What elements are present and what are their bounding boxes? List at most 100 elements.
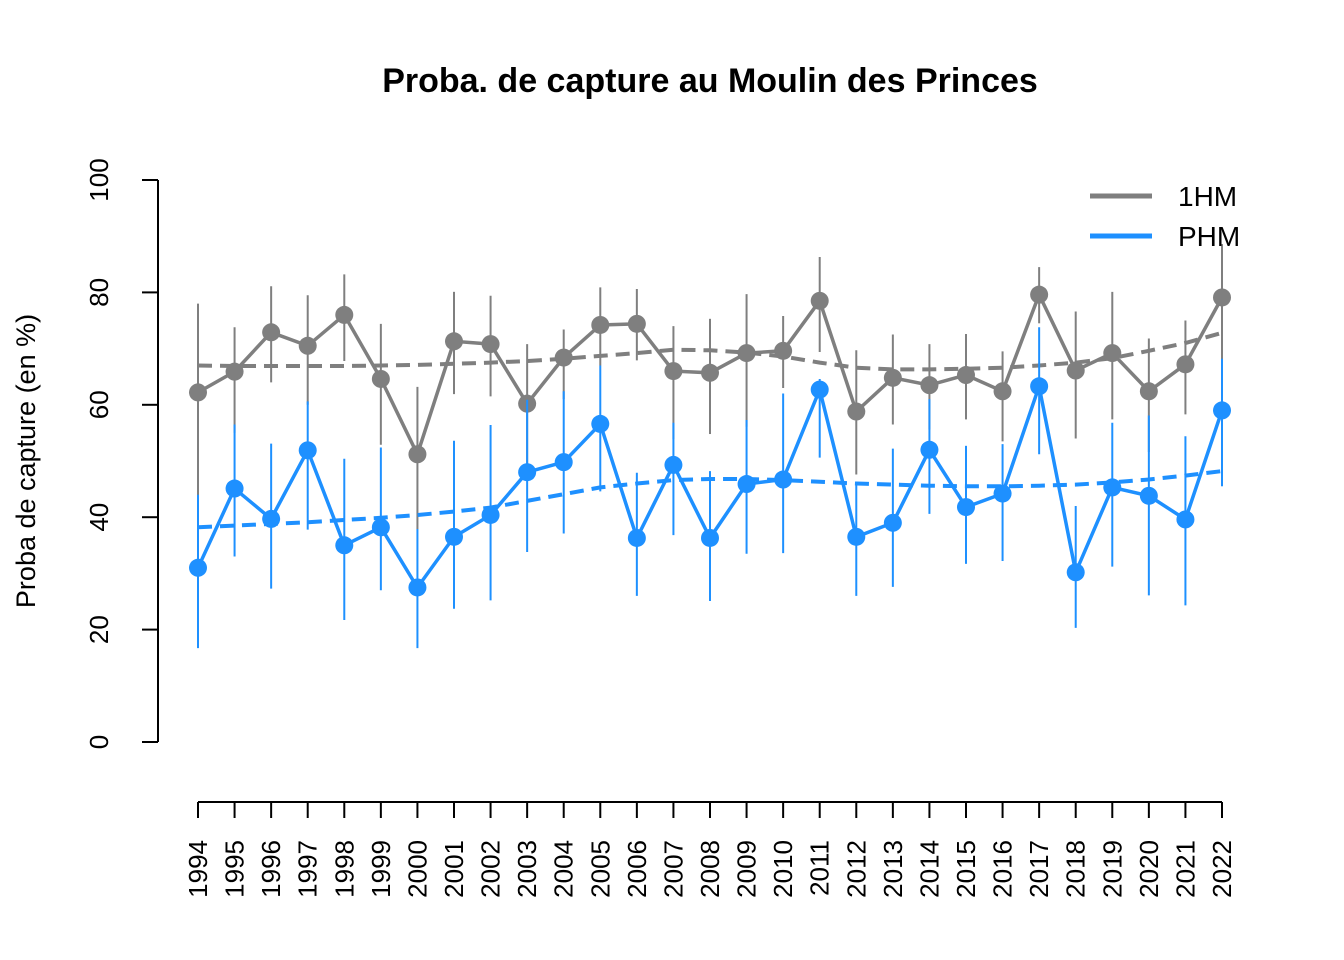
data-point-1hm: [737, 344, 756, 363]
x-tick-label: 2014: [914, 840, 944, 898]
x-tick-label: 2018: [1061, 840, 1091, 898]
x-tick-label: 2016: [988, 840, 1018, 898]
data-point-phm: [1139, 486, 1158, 505]
data-point-1hm: [883, 368, 902, 387]
data-point-1hm: [993, 382, 1012, 401]
data-point-phm: [298, 441, 317, 460]
data-point-phm: [335, 536, 354, 555]
series-1hm: [189, 244, 1231, 530]
x-tick-label: 1998: [329, 840, 359, 898]
data-point-phm: [189, 558, 207, 577]
data-point-1hm: [554, 348, 573, 367]
x-tick-label: 2002: [476, 840, 506, 898]
x-tick-label: 2019: [1097, 840, 1127, 898]
data-point-1hm: [664, 362, 683, 381]
x-tick-label: 2009: [732, 840, 762, 898]
data-point-phm: [445, 527, 463, 546]
x-tick-label: 2021: [1170, 840, 1200, 898]
x-tick-label: 2022: [1207, 840, 1237, 898]
chart-title: Proba. de capture au Moulin des Princes: [382, 62, 1038, 100]
x-tick-label: 1996: [256, 840, 286, 898]
x-tick-label: 2008: [695, 840, 725, 898]
x-tick-label: 2001: [439, 840, 469, 898]
y-axis-label: Proba de capture (en %): [11, 314, 41, 608]
data-point-1hm: [810, 291, 829, 310]
data-point-1hm: [847, 402, 866, 421]
y-tick-label: 20: [84, 615, 114, 644]
x-tick-label: 2004: [549, 840, 579, 898]
y-tick-label: 40: [84, 503, 114, 532]
x-axis: 1994 1995 1996 1997 1998 1999 2000 2001 2002 2003…: [183, 801, 1237, 898]
x-tick-label: 2010: [768, 840, 798, 898]
trend-line-phm: [197, 469, 1223, 530]
legend-label-1hm: 1HM: [1178, 181, 1237, 212]
x-tick-label: 1997: [293, 840, 323, 898]
y-tick-label: 80: [84, 278, 114, 307]
data-point-phm: [847, 527, 866, 546]
data-point-1hm: [701, 363, 719, 382]
data-point-phm: [883, 513, 902, 532]
y-tick-label: 0: [84, 735, 114, 749]
data-point-1hm: [335, 305, 354, 324]
data-point-phm: [993, 484, 1012, 503]
series-layer: [189, 244, 1231, 649]
data-point-1hm: [1103, 344, 1122, 363]
trend-line-1hm: [197, 330, 1223, 372]
x-tick-label: 2017: [1024, 840, 1054, 898]
x-tick-label: 1995: [220, 840, 250, 898]
data-point-phm: [518, 463, 537, 482]
x-tick-label: 2003: [512, 840, 542, 898]
series-phm: [189, 327, 1231, 649]
data-point-phm: [554, 453, 573, 472]
data-point-1hm: [225, 362, 244, 381]
x-tick-label: 2006: [622, 840, 652, 898]
data-point-1hm: [298, 336, 317, 355]
x-tick-label: 2015: [951, 840, 981, 898]
data-point-phm: [774, 470, 793, 489]
data-point-1hm: [1030, 285, 1049, 304]
data-point-1hm: [262, 323, 281, 342]
x-tick-label: 1999: [366, 840, 396, 898]
data-point-phm: [1213, 401, 1231, 420]
data-point-1hm: [957, 366, 975, 385]
data-point-phm: [1030, 377, 1049, 396]
data-point-phm: [810, 380, 829, 399]
data-point-1hm: [1139, 382, 1158, 401]
data-point-phm: [408, 578, 427, 597]
data-point-1hm: [774, 341, 793, 360]
data-point-phm: [1066, 563, 1085, 582]
data-point-1hm: [1213, 288, 1231, 307]
data-point-phm: [1103, 478, 1122, 497]
data-point-phm: [481, 505, 500, 524]
data-point-1hm: [591, 315, 610, 334]
data-point-1hm: [481, 335, 500, 354]
data-point-phm: [225, 479, 244, 498]
y-axis: 0 20 40 60 80 100: [84, 158, 159, 749]
legend-label-phm: PHM: [1178, 221, 1240, 252]
data-point-phm: [737, 475, 756, 494]
data-point-phm: [664, 455, 683, 474]
data-point-1hm: [189, 383, 207, 402]
data-point-1hm: [920, 376, 939, 395]
data-point-1hm: [445, 332, 463, 351]
x-tick-label: 2012: [841, 840, 871, 898]
data-point-phm: [262, 509, 281, 528]
data-point-1hm: [627, 314, 646, 333]
x-tick-label: 2000: [402, 840, 432, 898]
x-tick-label: 1994: [183, 840, 213, 898]
x-tick-label: 2020: [1134, 840, 1164, 898]
y-tick-label: 60: [84, 390, 114, 419]
x-tick-label: 2013: [878, 840, 908, 898]
data-point-1hm: [371, 369, 390, 388]
data-point-phm: [371, 518, 390, 537]
x-tick-label: 2011: [805, 840, 835, 896]
data-point-phm: [701, 528, 719, 547]
data-point-1hm: [408, 445, 427, 464]
y-tick-label: 100: [84, 158, 114, 201]
data-point-phm: [920, 440, 939, 459]
data-point-phm: [957, 498, 975, 517]
x-tick-label: 2007: [658, 840, 688, 898]
data-point-phm: [1176, 510, 1195, 529]
data-point-phm: [627, 528, 646, 547]
